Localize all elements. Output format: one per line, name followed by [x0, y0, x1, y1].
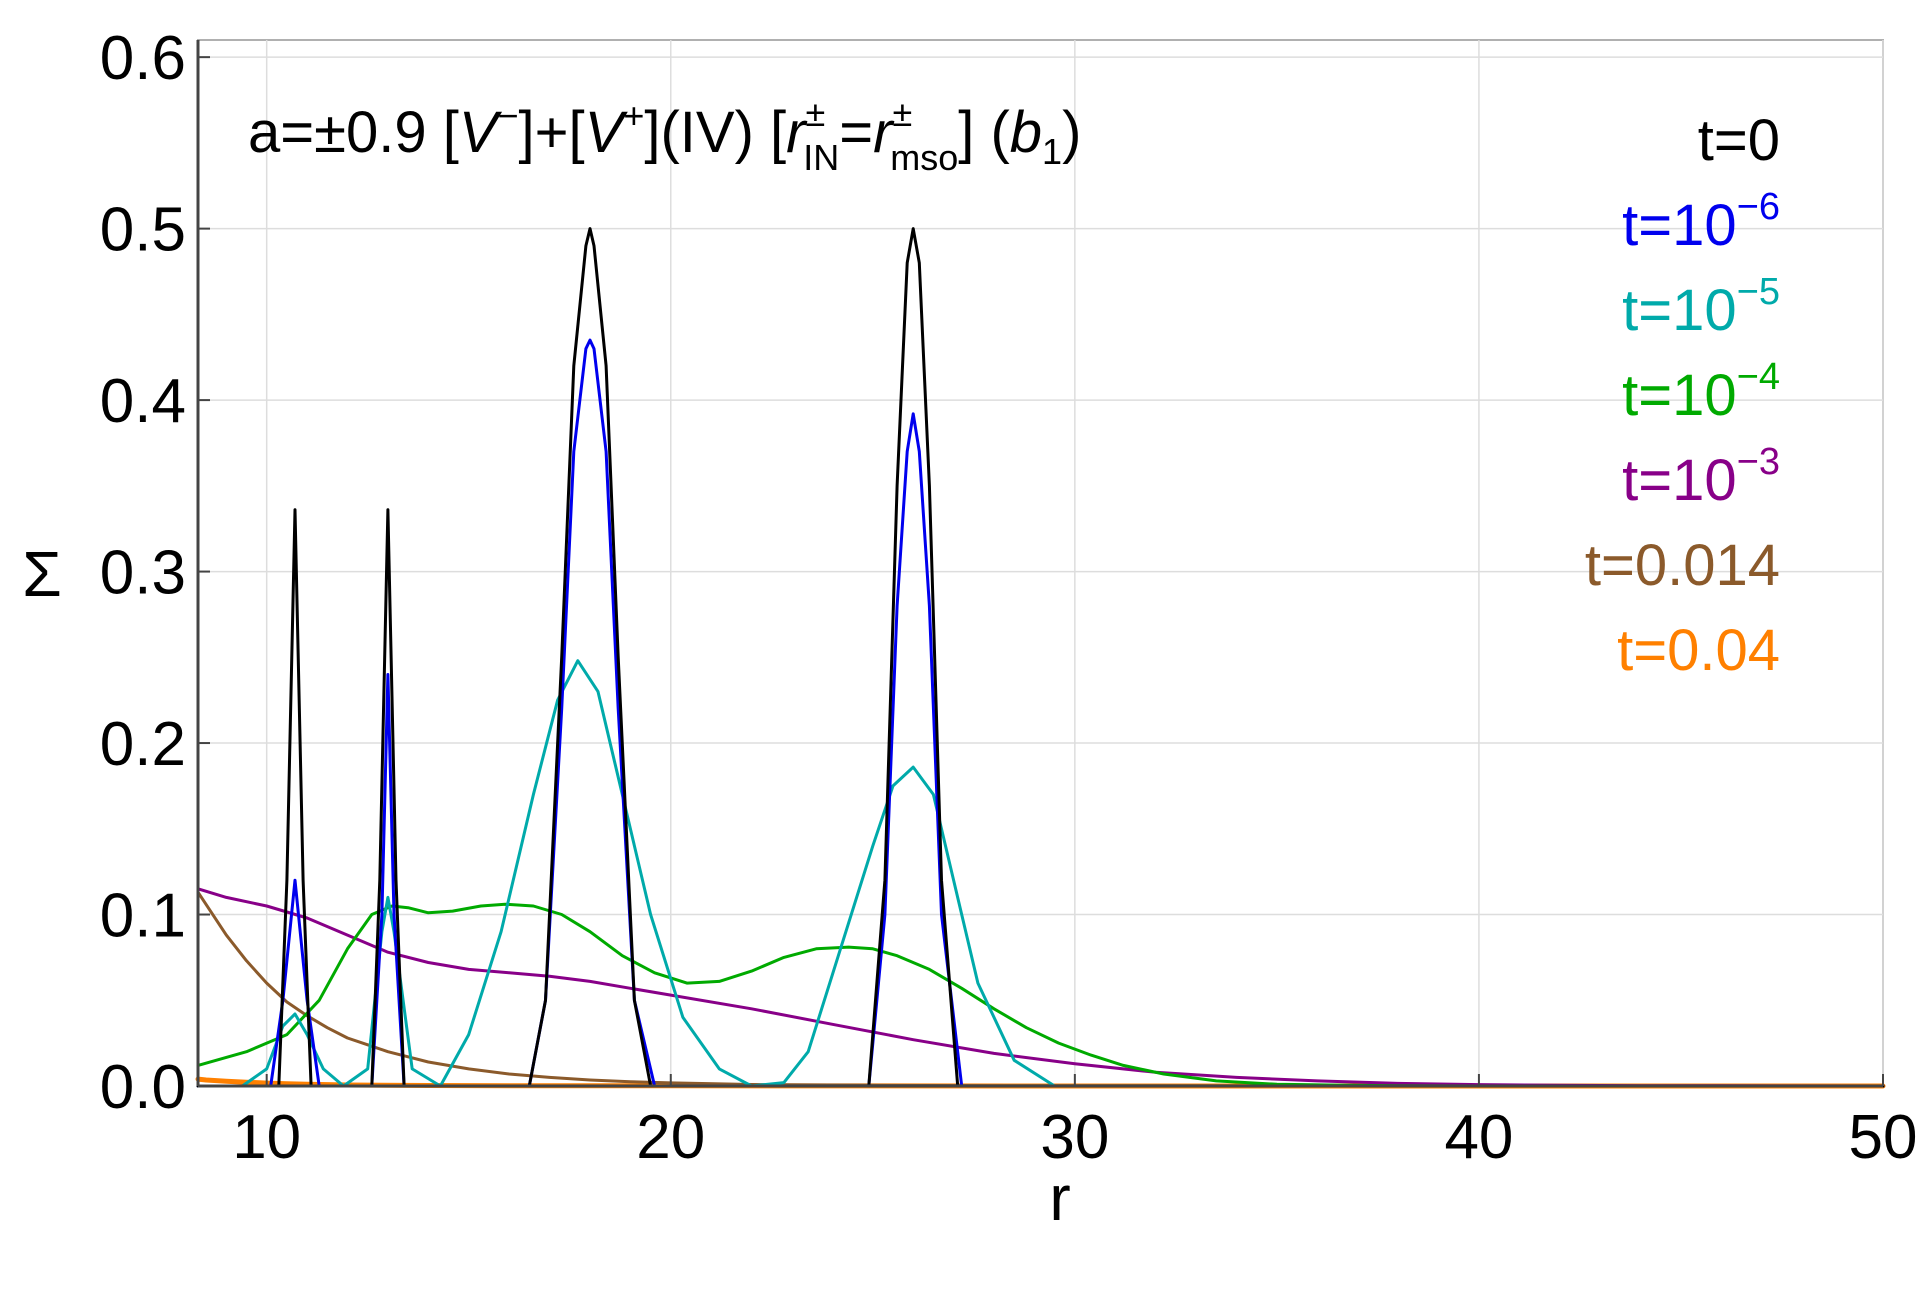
title-b-sub: 1	[1042, 131, 1062, 172]
legend-entry: t=0.04	[1617, 618, 1780, 683]
legend-entry-exponent: −4	[1737, 356, 1780, 398]
y-tick-label: 0.6	[100, 24, 186, 93]
legend-entry-exponent: −6	[1737, 186, 1780, 228]
legend-entry: t=10−3	[1622, 441, 1780, 513]
series-line-t-10-3	[196, 887, 1885, 1088]
title-prefix: a=±0.9 [	[248, 100, 459, 165]
legend-entry-label: t=0.04	[1617, 618, 1780, 683]
x-axis-label: r	[1049, 1162, 1070, 1234]
y-tick-label: 0.3	[100, 539, 186, 608]
series-group	[195, 227, 1886, 1089]
x-tick-label: 40	[1444, 1103, 1513, 1172]
x-tick-label: 30	[1040, 1103, 1109, 1172]
title-mso-sub: mso	[890, 137, 958, 178]
legend-entry-label: t=0.014	[1585, 533, 1780, 598]
series-line-t-0-014	[196, 890, 1885, 1088]
title-v-minus: V	[459, 100, 503, 165]
y-tick-label: 0.1	[100, 882, 186, 951]
series-line-t-10-5	[196, 659, 1885, 1088]
legend-entry: t=10−6	[1622, 186, 1780, 258]
x-tick-label: 10	[232, 1103, 301, 1172]
title-plus-sup: +	[623, 95, 644, 136]
title-mid3: ] (	[958, 100, 1010, 165]
title-end: )	[1062, 100, 1081, 165]
title-pm-sup2: ±	[892, 93, 912, 134]
title-eq: =	[839, 100, 873, 165]
y-tick-label: 0.0	[100, 1053, 186, 1122]
legend-entry: t=0	[1698, 108, 1780, 173]
legend-entry-label: t=0	[1698, 108, 1780, 173]
legend-entry-exponent: −5	[1737, 271, 1780, 313]
title-mid2: ](IV) [	[644, 100, 786, 165]
title-v-plus: V	[585, 100, 629, 165]
legend-entry-exponent: −3	[1737, 441, 1780, 483]
y-axis-label: Σ	[22, 538, 62, 610]
title-mid1: ]+[	[519, 100, 585, 165]
title-minus-sup: −	[498, 95, 519, 136]
y-tick-label: 0.4	[100, 367, 186, 436]
legend-entry-label: t=10	[1622, 278, 1737, 343]
title-r-in: r	[786, 100, 808, 165]
title-r-mso: r	[873, 100, 895, 165]
legend-entry: t=10−5	[1622, 271, 1780, 343]
legend-entry: t=0.014	[1585, 533, 1780, 598]
grid	[198, 40, 1884, 1087]
title-in-sub: IN	[803, 137, 839, 178]
y-tick-label: 0.2	[100, 710, 186, 779]
chart-title: a=±0.9 [V−]+[V+](IV) [r± IN=r± mso] (b1)	[248, 93, 1081, 178]
title-b: b	[1010, 100, 1042, 165]
x-ticks: 10 20 30 40 50	[232, 1074, 1917, 1172]
legend-entry-label: t=10	[1622, 448, 1737, 513]
y-tick-label: 0.5	[100, 196, 186, 265]
y-ticks: 0.0 0.1 0.2 0.3 0.4 0.5 0.6	[100, 24, 210, 1122]
x-tick-label: 50	[1849, 1103, 1918, 1172]
title-pm-sup: ±	[805, 93, 825, 134]
legend-entry: t=10−4	[1622, 356, 1780, 428]
legend-entry-label: t=10	[1622, 193, 1737, 258]
legend-entry-label: t=10	[1622, 363, 1737, 428]
x-tick-label: 20	[636, 1103, 705, 1172]
